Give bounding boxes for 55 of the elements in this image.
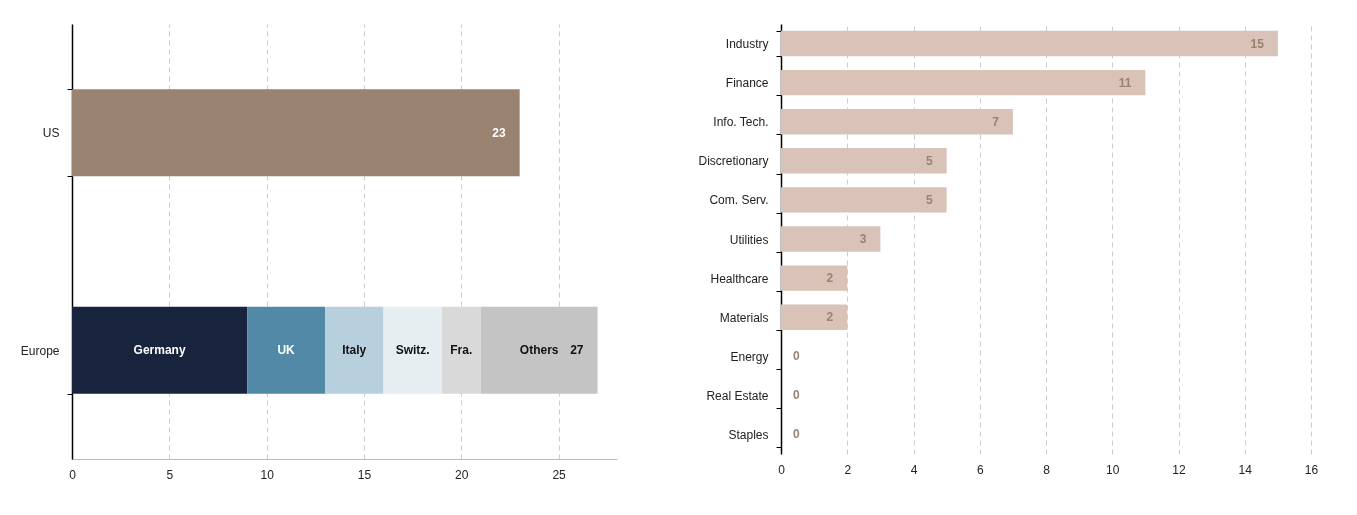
bar: [781, 30, 1278, 57]
data-label: 11: [1118, 75, 1132, 90]
x-tick-label: 5: [166, 467, 174, 482]
x-tick-label: 0: [778, 462, 786, 477]
bar: [781, 226, 881, 252]
x-tick-label: 0: [69, 467, 77, 482]
y-tick-label: Info. Tech.: [713, 115, 769, 130]
series-label: Italy: [342, 343, 367, 358]
y-tick-label: Staples: [728, 427, 769, 442]
data-label: 7: [992, 114, 1000, 129]
y-tick-label: Healthcare: [710, 271, 769, 286]
data-label: 5: [925, 192, 933, 207]
y-tick-label: US: [42, 126, 60, 141]
data-label: 2: [826, 271, 834, 286]
y-tick-label: Materials: [719, 310, 769, 325]
data-label: 0: [793, 349, 800, 364]
x-tick-label: 10: [1106, 462, 1120, 477]
data-label: 5: [925, 153, 933, 168]
x-tick-label: 12: [1172, 462, 1186, 477]
series-label: Germany: [133, 343, 186, 358]
data-label: 0: [793, 427, 800, 442]
data-label: 0: [793, 388, 800, 403]
data-label: 2: [826, 310, 834, 325]
x-tick-label: 10: [260, 467, 275, 482]
data-label: 15: [1250, 36, 1265, 51]
y-tick-label: Energy: [730, 349, 769, 364]
bar: [781, 304, 848, 330]
x-tick-label: 25: [552, 467, 567, 482]
x-tick-label: 15: [357, 467, 372, 482]
series-label: Others: [519, 343, 559, 358]
data-label: 23: [492, 125, 506, 140]
x-tick-label: 14: [1238, 462, 1253, 477]
y-tick-label: Finance: [725, 76, 769, 91]
x-tick-label: 6: [976, 462, 984, 477]
y-tick-label: Com. Serv.: [709, 193, 769, 208]
x-tick-label: 2: [844, 462, 852, 477]
data-label: 3: [859, 232, 867, 246]
bar: [781, 109, 1013, 135]
bar: [781, 187, 947, 213]
bar: [781, 265, 848, 291]
series-label: Switz.: [395, 343, 430, 358]
y-tick-label: Discretionary: [698, 154, 769, 169]
y-tick-label: Industry: [725, 37, 769, 52]
bar: [781, 148, 947, 174]
series-label: Fra.: [450, 343, 473, 358]
x-tick-label: 8: [1043, 462, 1051, 477]
y-tick-label: Utilities: [729, 232, 769, 247]
x-tick-label: 4: [910, 462, 918, 477]
bar: [781, 69, 1146, 96]
y-tick-label: Europe: [20, 343, 60, 358]
total-label: 27: [570, 343, 584, 358]
x-tick-label: 16: [1304, 462, 1319, 477]
x-tick-label: 20: [455, 467, 469, 482]
series-label: UK: [277, 343, 296, 358]
y-tick-label: Real Estate: [706, 388, 769, 403]
